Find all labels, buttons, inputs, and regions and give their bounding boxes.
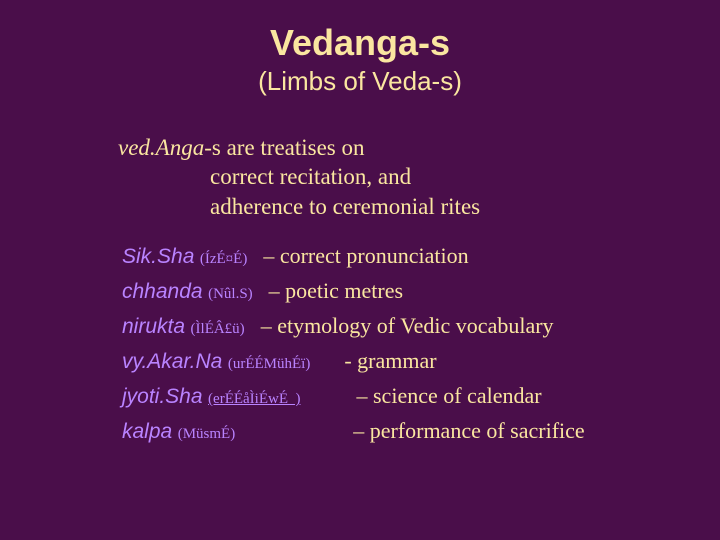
term-chhanda: chhanda (122, 280, 203, 304)
intro-line3: adherence to ceremonial rites (118, 192, 680, 221)
slide: Vedanga-s (Limbs of Veda-s) ved.Anga-s a… (0, 0, 720, 540)
script-kalpa: (MüsmÉ) (178, 426, 236, 443)
intro-line1-rest: -s are treatises on (204, 135, 364, 160)
vedanga-item: jyoti.Sha (erÉÉåÌiÉwÉ ) – science of cal… (122, 383, 680, 409)
script-siksha: (ÍzÉ¤É) (200, 251, 247, 268)
slide-title: Vedanga-s (40, 22, 680, 64)
desc-siksha: – correct pronunciation (263, 243, 468, 269)
intro-paragraph: ved.Anga-s are treatises on correct reci… (118, 133, 680, 221)
term-kalpa: kalpa (122, 420, 172, 444)
desc-jyotisha: – science of calendar (357, 383, 542, 409)
vedanga-item: chhanda (Nûl.S) – poetic metres (122, 278, 680, 304)
intro-line2: correct recitation, and (118, 162, 680, 191)
vedanga-item: vy.Akar.Na (urÉÉMühÉï) - grammar (122, 348, 680, 374)
desc-nirukta: – etymology of Vedic vocabulary (261, 313, 554, 339)
vedanga-item: kalpa (MüsmÉ) – performance of sacrifice (122, 418, 680, 444)
script-nirukta: (ÌlÉÂ£ü) (191, 321, 245, 338)
desc-kalpa: – performance of sacrifice (353, 418, 584, 444)
script-jyotisha: (erÉÉåÌiÉwÉ ) (208, 391, 300, 408)
slide-subtitle: (Limbs of Veda-s) (40, 66, 680, 97)
term-nirukta: nirukta (122, 315, 185, 339)
vedanga-list: Sik.Sha (ÍzÉ¤É) – correct pronunciation … (122, 243, 680, 444)
term-jyotisha: jyoti.Sha (122, 385, 203, 409)
vedanga-item: Sik.Sha (ÍzÉ¤É) – correct pronunciation (122, 243, 680, 269)
vedanga-item: nirukta (ÌlÉÂ£ü) – etymology of Vedic vo… (122, 313, 680, 339)
term-siksha: Sik.Sha (122, 245, 194, 269)
intro-term: ved.Anga (118, 135, 204, 160)
script-vyakarana: (urÉÉMühÉï) (228, 356, 310, 373)
desc-vyakarana: - grammar (344, 348, 436, 374)
script-chhanda: (Nûl.S) (208, 286, 253, 303)
desc-chhanda: – poetic metres (269, 278, 403, 304)
term-vyakarana: vy.Akar.Na (122, 350, 222, 374)
